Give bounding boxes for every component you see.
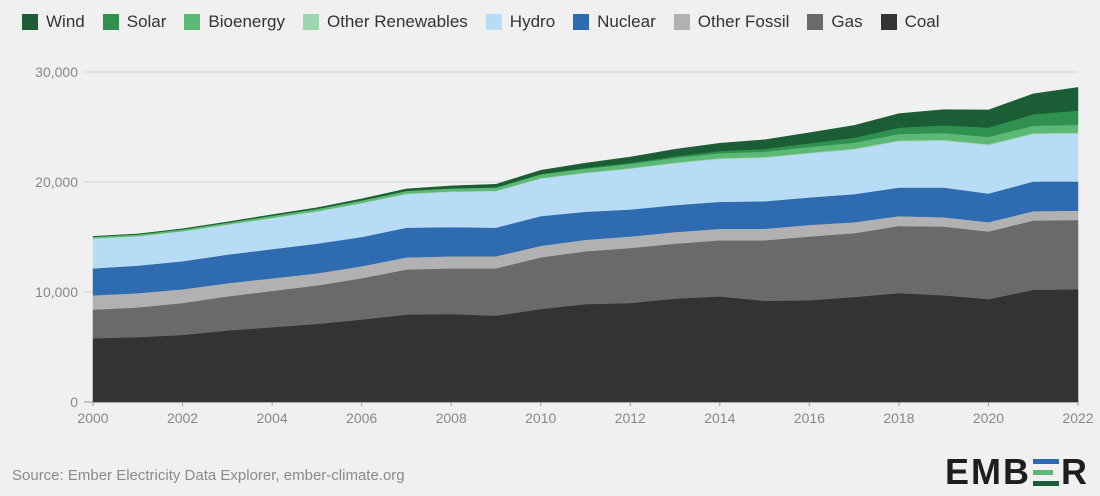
x-tick-label: 2000 bbox=[77, 410, 108, 426]
logo-text-part: R bbox=[1061, 451, 1089, 492]
legend-item-other-renewables[interactable]: Other Renewables bbox=[302, 12, 468, 32]
legend-swatch-solar bbox=[102, 14, 119, 30]
legend-item-coal[interactable]: Coal bbox=[880, 12, 940, 32]
legend-swatch-nuclear bbox=[573, 14, 590, 30]
legend-item-hydro[interactable]: Hydro bbox=[485, 12, 556, 32]
legend-swatch-wind bbox=[22, 14, 38, 30]
legend-label: Wind bbox=[46, 12, 85, 31]
x-tick-label: 2016 bbox=[794, 410, 825, 426]
y-tick-label: 0 bbox=[70, 394, 78, 410]
legend-label: Coal bbox=[904, 12, 940, 31]
x-tick-label: 2018 bbox=[883, 410, 914, 426]
source-note: Source: Ember Electricity Data Explorer,… bbox=[12, 467, 405, 484]
ember-logo: EMB R bbox=[945, 451, 1089, 492]
logo-text-part: EMB bbox=[945, 451, 1031, 492]
legend-label: Hydro bbox=[509, 12, 556, 31]
legend-label: Bioenergy bbox=[208, 12, 285, 31]
area-series-wind[interactable] bbox=[92, 87, 1079, 237]
area-series-group bbox=[92, 87, 1079, 403]
legend-item-solar[interactable]: Solar bbox=[102, 12, 167, 32]
legend-item-nuclear[interactable]: Nuclear bbox=[573, 12, 656, 32]
legend-swatch-gas bbox=[807, 14, 824, 30]
legend-swatch-other-renewables bbox=[302, 14, 319, 30]
legend-label: Other Renewables bbox=[326, 12, 468, 31]
chart-legend: Wind Solar Bioenergy Other Renewables Hydro N… bbox=[22, 12, 958, 32]
legend-item-other-fossil[interactable]: Other Fossil bbox=[673, 12, 790, 32]
x-tick-label: 2014 bbox=[704, 410, 735, 426]
y-tick-label: 20,000 bbox=[35, 174, 78, 190]
logo-stylized-e bbox=[1033, 458, 1059, 486]
legend-item-bioenergy[interactable]: Bioenergy bbox=[184, 12, 285, 32]
x-tick-label: 2022 bbox=[1062, 410, 1093, 426]
x-tick-label: 2012 bbox=[615, 410, 646, 426]
legend-label: Nuclear bbox=[597, 12, 656, 31]
x-tick-label: 2004 bbox=[257, 410, 288, 426]
legend-swatch-bioenergy bbox=[184, 14, 201, 30]
x-tick-label: 2002 bbox=[167, 410, 198, 426]
x-tick-label: 2010 bbox=[525, 410, 556, 426]
legend-label: Other Fossil bbox=[697, 12, 790, 31]
legend-item-wind[interactable]: Wind bbox=[22, 12, 85, 32]
legend-swatch-hydro bbox=[485, 14, 502, 30]
y-tick-label: 30,000 bbox=[35, 64, 78, 80]
legend-label: Solar bbox=[126, 12, 167, 31]
legend-swatch-other-fossil bbox=[673, 14, 690, 30]
x-tick-label: 2008 bbox=[436, 410, 467, 426]
legend-label: Gas bbox=[831, 12, 863, 31]
legend-swatch-coal bbox=[880, 14, 897, 30]
x-tick-label: 2020 bbox=[973, 410, 1004, 426]
axes: 0 10,000 20,000 30,000 2000 2002 2004 2006 2008 2… bbox=[35, 64, 1094, 426]
y-tick-label: 10,000 bbox=[35, 284, 78, 300]
x-tick-label: 2006 bbox=[346, 410, 377, 426]
legend-item-gas[interactable]: Gas bbox=[807, 12, 863, 32]
